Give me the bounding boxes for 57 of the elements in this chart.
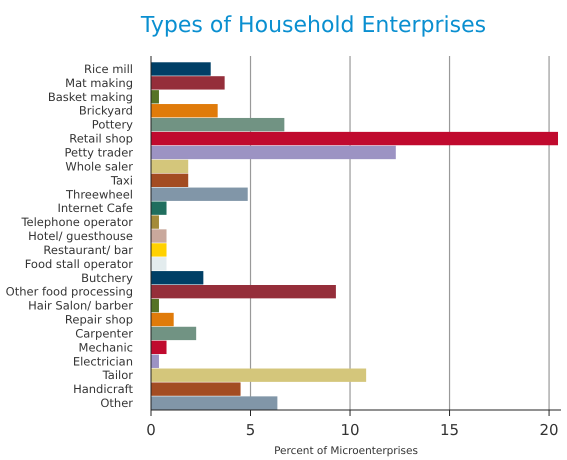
- y-tick-label: Food stall operator: [24, 256, 134, 271]
- y-tick-label: Basket making: [48, 90, 133, 104]
- x-tick-label: 0: [146, 421, 156, 439]
- y-tick-label: Mat making: [65, 76, 133, 90]
- bar: [151, 396, 278, 410]
- y-tick-label: Taxi: [110, 173, 133, 188]
- y-tick-label: Handicraft: [73, 382, 134, 396]
- bar: [151, 76, 225, 90]
- bar: [151, 160, 188, 174]
- y-tick-label: Retail shop: [69, 132, 133, 146]
- x-tick-label: 10: [340, 421, 360, 439]
- bar: [151, 312, 174, 326]
- bar: [151, 257, 167, 271]
- y-tick-label: Hair Salon/ barber: [28, 298, 134, 313]
- y-tick-label: Petty trader: [64, 146, 134, 160]
- y-tick-label: Threewheel: [65, 187, 133, 202]
- bar: [151, 326, 196, 340]
- bar: [151, 62, 211, 76]
- bar: [151, 174, 188, 187]
- y-tick-label: Brickyard: [78, 104, 133, 118]
- y-tick-label: Other: [100, 396, 134, 410]
- bar: [151, 188, 248, 201]
- y-tick-label: Internet Cafe: [57, 201, 133, 216]
- bar: [151, 201, 167, 215]
- y-tick-label: Carpenter: [75, 326, 134, 340]
- y-tick-label: Rice mill: [84, 62, 133, 76]
- bar: [151, 146, 396, 160]
- bar: [151, 340, 167, 354]
- x-tick-label: 20: [540, 421, 559, 439]
- bar: [151, 243, 167, 257]
- y-tick-label: Butchery: [81, 270, 134, 285]
- x-tick-label: 15: [440, 421, 460, 439]
- y-tick-label: Hotel/ guesthouse: [28, 229, 133, 244]
- y-tick-label: Whole saler: [65, 159, 134, 174]
- y-tick-label: Repair shop: [64, 312, 133, 327]
- bar: [151, 271, 204, 284]
- x-axis-title: Percent of Microenterprises: [274, 445, 418, 457]
- x-tick-label: 5: [246, 421, 256, 439]
- y-tick-label: Restaurant/ bar: [43, 242, 134, 257]
- bar: [151, 118, 284, 132]
- bar: [151, 285, 336, 298]
- y-tick-label: Pottery: [92, 118, 134, 132]
- bar: [151, 104, 218, 118]
- y-tick-label: Telephone operator: [20, 215, 134, 230]
- y-tick-label: Mechanic: [78, 340, 133, 354]
- y-tick-label: Tailor: [102, 368, 134, 382]
- chart-title: Types of Household Enterprises: [140, 13, 486, 38]
- bar: [151, 298, 159, 312]
- y-tick-label: Electrician: [72, 354, 133, 368]
- bar: [151, 132, 558, 146]
- bar: [151, 368, 366, 382]
- y-tick-label: Other food processing: [6, 284, 133, 299]
- bar: [151, 382, 241, 396]
- bar: [151, 229, 167, 243]
- bar: [151, 354, 159, 368]
- bar: [151, 90, 159, 104]
- bar: [151, 215, 159, 229]
